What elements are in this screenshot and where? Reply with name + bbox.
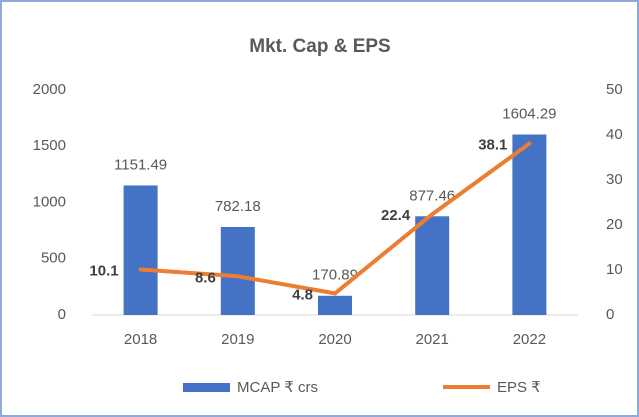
y-tick-label: 1500 <box>33 137 66 154</box>
y-tick-label: 1000 <box>33 193 66 210</box>
y2-tick-label: 30 <box>606 171 623 188</box>
x-tick-label: 2019 <box>221 331 254 348</box>
bar <box>318 295 352 315</box>
bar-value-label: 1604.29 <box>502 105 556 122</box>
line-value-label: 8.6 <box>195 269 216 286</box>
y2-tick-label: 0 <box>606 306 614 323</box>
line <box>138 141 532 296</box>
bar <box>512 134 547 315</box>
bar <box>123 185 158 315</box>
y2-tick-label: 40 <box>606 126 623 143</box>
line-value-label: 38.1 <box>478 137 507 154</box>
bar-value-label: 877.46 <box>409 187 455 204</box>
y-tick-label: 2000 <box>33 81 66 98</box>
y2-tick-label: 50 <box>606 81 623 98</box>
y2-tick-label: 20 <box>606 216 623 233</box>
y2-tick-label: 10 <box>606 261 623 278</box>
bar-value-label: 1151.49 <box>114 156 167 173</box>
line-value-label: 10.1 <box>89 263 118 280</box>
y-tick-label: 500 <box>41 250 66 267</box>
x-tick-label: 2018 <box>124 331 157 348</box>
x-tick-label: 2022 <box>513 331 546 348</box>
bar-value-label: 782.18 <box>215 198 261 215</box>
bar <box>220 227 255 315</box>
x-tick-label: 2021 <box>416 331 449 348</box>
bar <box>415 216 450 315</box>
legend-swatch <box>183 383 230 392</box>
legend-label: MCAP ₹ crs <box>237 379 318 396</box>
line-value-label: 22.4 <box>381 207 411 224</box>
chart-title: Mkt. Cap & EPS <box>249 36 390 57</box>
legend-label: EPS ₹ <box>497 379 541 396</box>
x-tick-label: 2020 <box>318 331 351 348</box>
bar-value-label: 170.89 <box>312 267 358 284</box>
y-tick-label: 0 <box>58 306 66 323</box>
line-value-label: 4.8 <box>292 286 313 303</box>
